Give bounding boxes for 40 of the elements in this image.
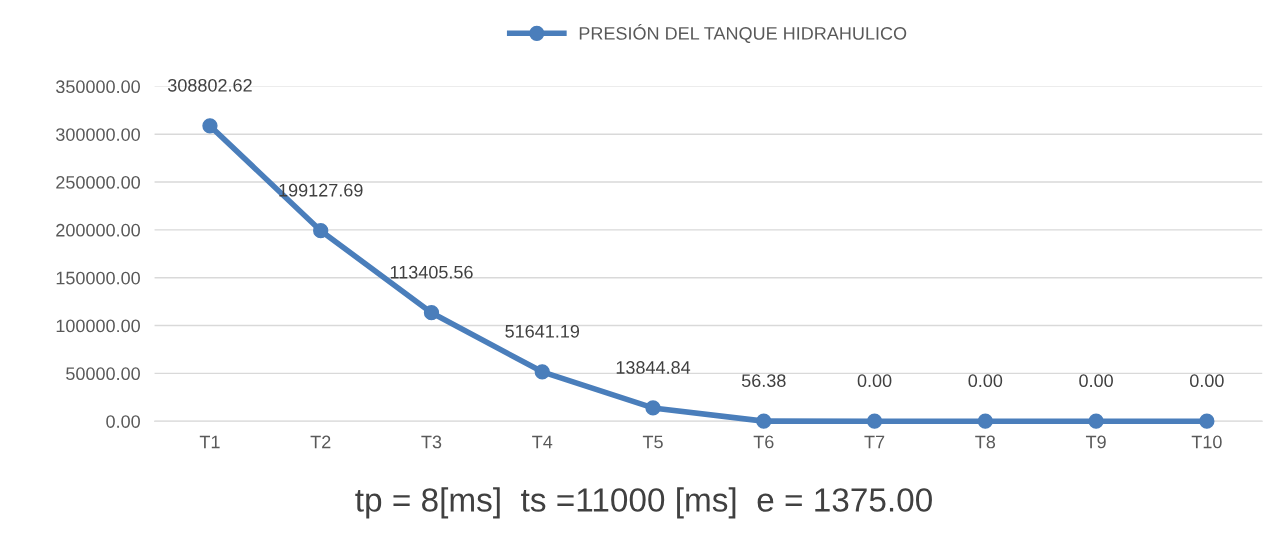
y-tick-label: 250000.00 [56,175,140,189]
data-label: 0.00 [857,374,892,388]
point [1088,413,1104,429]
y-tick-label: 150000.00 [56,271,140,285]
x-tick-label: T6 [753,435,774,449]
y-tick-label: 50000.00 [66,367,140,381]
y-tick-label: 0.00 [106,415,140,428]
data-label: 51641.19 [505,324,580,338]
point [866,413,883,429]
x-tick-label: T1 [199,435,220,449]
point [313,223,329,239]
point [977,413,993,429]
x-tick-label: T9 [1085,435,1106,449]
point [423,305,440,321]
data-label: 0.00 [968,374,1003,388]
x-tick-label: T5 [642,435,663,449]
data-label: 0.00 [1189,374,1224,388]
point [645,400,661,416]
data-label: 199127.69 [279,183,363,197]
data-label: 113405.56 [390,265,473,279]
y-tick-label: 100000.00 [56,319,140,333]
y-tick-label: 350000.00 [56,80,140,94]
point [756,413,772,429]
point [534,364,550,380]
y-tick-label: 200000.00 [56,223,140,237]
x-tick-label: T7 [864,435,885,449]
x-tick-label: T10 [1191,435,1222,449]
data-label: 308802.62 [167,78,252,92]
data-label: 56.38 [741,374,786,388]
legend-label: PRESIÓN DEL TANQUE HIDRAHULICO [579,23,907,44]
point [202,118,218,134]
x-tick-label: T3 [421,435,442,449]
data-label: 0.00 [1079,374,1113,388]
x-tick-label: T8 [975,435,996,449]
text: tp = 8[ms] ts =11000 [ms] e = 1375.00 [355,487,932,519]
data-label: 13844.84 [616,361,691,374]
x-tick-label: T4 [532,435,553,449]
point [1199,413,1215,429]
x-tick-label: T2 [310,435,331,449]
y-tick-label: 300000.00 [56,128,140,141]
